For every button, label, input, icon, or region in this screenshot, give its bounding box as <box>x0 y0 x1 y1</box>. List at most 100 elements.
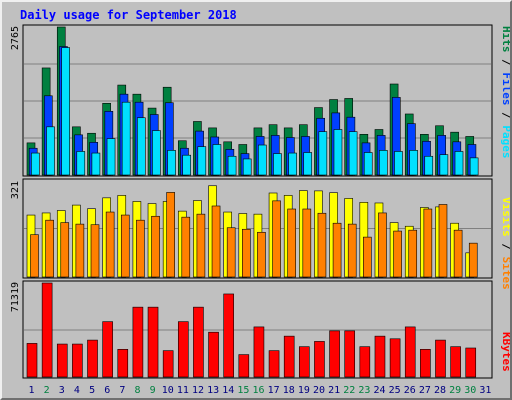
pages-bar <box>273 153 282 176</box>
x-tick-label: 6 <box>104 385 110 396</box>
panel-hits-bars <box>26 26 479 176</box>
panel-visits-legend: Visits / Sites <box>500 197 510 290</box>
x-tick-label: 22 <box>343 385 355 396</box>
x-tick-label: 18 <box>283 385 295 396</box>
kbytes-bar <box>299 346 310 378</box>
chart-title: Daily usage for September 2018 <box>20 8 237 22</box>
legend-sites: Sites <box>500 257 510 290</box>
sites-bar <box>393 230 402 278</box>
sites-bar <box>378 212 387 278</box>
sites-bar <box>90 224 100 278</box>
x-tick-label: 27 <box>419 385 431 396</box>
kbytes-bar <box>132 306 144 378</box>
sites-bar <box>105 211 115 278</box>
pages-bar <box>121 101 131 176</box>
sites-bar <box>347 223 357 278</box>
x-tick-label: 11 <box>177 385 189 396</box>
kbytes-bar <box>404 326 416 378</box>
pages-bar <box>454 151 464 176</box>
pages-bar <box>318 131 328 176</box>
x-tick-label: 26 <box>404 385 416 396</box>
x-tick-label: 16 <box>252 385 264 396</box>
kbytes-bar <box>389 338 401 378</box>
legend-hits: Hits <box>500 26 510 53</box>
legend-pages: Pages <box>500 125 510 158</box>
x-tick-label: 10 <box>162 385 174 396</box>
panel-visits-sites: 321 Visits / Sites <box>10 178 510 290</box>
kbytes-bar <box>87 339 98 378</box>
x-tick-label: 1 <box>29 385 35 396</box>
sites-bar <box>438 204 448 278</box>
x-tick-label: 5 <box>89 385 95 396</box>
sites-bar <box>75 223 85 278</box>
x-tick-label: 25 <box>389 385 401 396</box>
sites-bar <box>242 228 251 278</box>
pages-bar <box>31 152 40 176</box>
panel-hits-files-pages: 2765 Hits / Files / Pages <box>10 24 510 177</box>
panel-hits-legend: Hits / Files / Pages <box>500 26 510 159</box>
pages-bar <box>227 155 237 176</box>
pages-bar <box>439 154 449 176</box>
sites-bar <box>453 229 463 278</box>
kbytes-bar <box>253 326 265 378</box>
x-tick-label: 8 <box>134 385 140 396</box>
pages-bar <box>469 157 479 176</box>
kbytes-bar <box>208 331 219 378</box>
x-tick-label: 14 <box>222 385 234 396</box>
pages-bar <box>106 138 116 176</box>
pages-bar <box>258 144 267 176</box>
x-tick-label: 28 <box>434 385 446 396</box>
sites-bar <box>257 231 266 278</box>
pages-bar <box>182 154 191 176</box>
sites-bar <box>317 212 327 278</box>
x-tick-label: 23 <box>358 385 370 396</box>
sites-bar <box>302 208 312 278</box>
sites-bar <box>151 215 160 278</box>
kbytes-bar <box>162 350 174 378</box>
x-tick-label: 2 <box>44 385 50 396</box>
x-tick-label: 31 <box>479 385 491 396</box>
x-axis-day-labels: 1 2 3 4 5 6 7 8 9 10 11 12 13 14 15 16 17 18 19 20 21 22 23 24 2… <box>29 385 492 396</box>
legend-files: Files <box>500 72 510 105</box>
kbytes-bar <box>450 346 461 378</box>
kbytes-bar <box>314 341 325 378</box>
sites-bar <box>181 216 191 278</box>
x-tick-label: 7 <box>119 385 125 396</box>
x-tick-label: 20 <box>313 385 325 396</box>
kbytes-bar <box>344 330 356 378</box>
kbytes-bar <box>359 346 371 378</box>
x-tick-label: 9 <box>150 385 156 396</box>
sites-bar <box>468 242 478 278</box>
pages-bar <box>333 129 343 176</box>
kbytes-bar <box>193 306 204 378</box>
sites-bar <box>272 200 281 278</box>
kbytes-bar <box>329 330 340 378</box>
kbytes-bar <box>177 321 189 378</box>
kbytes-bar <box>374 335 386 378</box>
legend-visits: Visits <box>500 197 510 237</box>
pages-bar <box>212 144 222 176</box>
pages-bar <box>242 158 252 176</box>
sites-bar <box>423 208 433 278</box>
pages-bar <box>197 146 207 176</box>
pages-bar <box>91 152 101 176</box>
sites-bar <box>196 213 206 278</box>
sites-bar <box>363 236 372 278</box>
x-tick-label: 21 <box>328 385 340 396</box>
kbytes-bar <box>117 349 129 378</box>
sites-bar <box>120 214 130 278</box>
pages-bar <box>152 130 161 176</box>
sites-bar <box>45 219 54 278</box>
pages-bar <box>288 152 297 176</box>
pages-bar <box>394 151 403 176</box>
sites-bar <box>166 192 175 278</box>
x-tick-label: 3 <box>59 385 65 396</box>
sites-bar <box>332 222 342 278</box>
x-tick-label: 15 <box>237 385 249 396</box>
pages-bar <box>76 151 86 176</box>
pages-bar <box>379 150 388 176</box>
pages-bar <box>303 152 313 176</box>
panel-kbytes-bars <box>26 282 477 378</box>
kbytes-bar <box>238 354 250 378</box>
